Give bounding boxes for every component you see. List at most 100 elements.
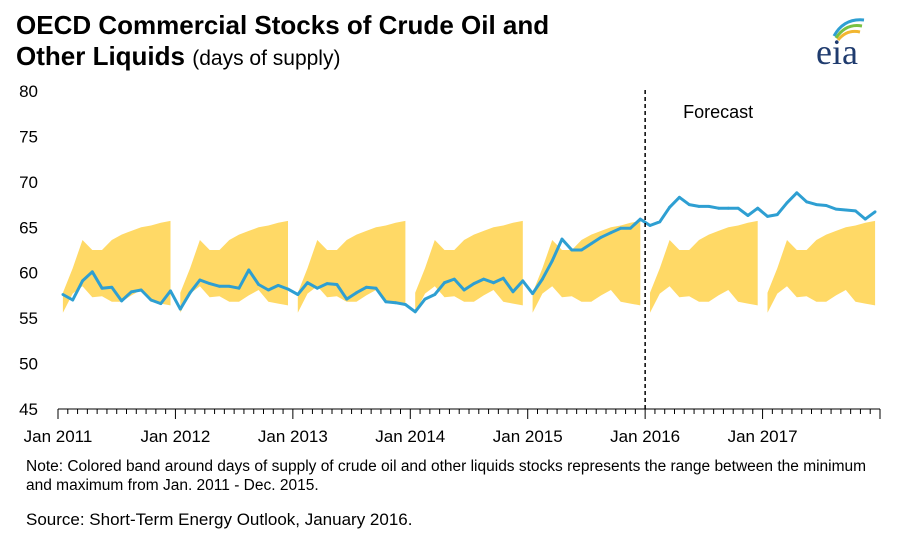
data-point [746, 214, 750, 217]
data-point [364, 285, 368, 289]
data-point [452, 277, 456, 281]
data-point [756, 206, 760, 210]
x-tick-label: Jan 2013 [258, 427, 328, 446]
chart-title-line-2: Other Liquids (days of supply) [16, 41, 736, 74]
data-point [384, 300, 388, 304]
data-point [345, 297, 349, 301]
data-point [315, 286, 319, 290]
data-point [423, 297, 427, 301]
data-point [198, 278, 202, 282]
x-tick-label: Jan 2016 [610, 427, 680, 446]
data-point [413, 310, 417, 314]
data-point [90, 270, 94, 274]
chart-note: Note: Colored band around days of supply… [26, 458, 867, 494]
data-point [834, 207, 838, 211]
logo-arc-yellow [836, 29, 861, 41]
data-point [873, 210, 877, 214]
data-point [619, 226, 623, 230]
logo-arc-green [834, 24, 863, 39]
data-point [120, 299, 123, 303]
y-tick-label: 70 [19, 173, 38, 192]
data-point [139, 288, 143, 292]
x-tick-label: Jan 2015 [493, 427, 563, 446]
data-point [580, 248, 583, 252]
data-point [306, 281, 309, 285]
data-point [325, 282, 329, 285]
data-point [697, 205, 701, 208]
data-point [687, 203, 691, 207]
data-point [169, 289, 172, 293]
data-point [188, 291, 192, 295]
data-point [609, 231, 613, 235]
data-point [335, 283, 339, 286]
data-point [492, 281, 495, 285]
y-tick-label: 75 [19, 127, 38, 146]
data-point [374, 286, 378, 290]
data-point [276, 284, 280, 287]
y-tick-label: 65 [19, 218, 38, 237]
data-point [482, 277, 486, 281]
data-point [159, 302, 163, 305]
range-band-year-6 [650, 220, 758, 313]
data-point [589, 242, 593, 246]
data-point [629, 226, 632, 230]
range-band-year-2 [180, 220, 288, 313]
data-point [717, 206, 720, 210]
y-tick-label: 60 [19, 264, 38, 283]
chart-title-unit: (days of supply) [192, 47, 341, 70]
range-band-year-1 [62, 220, 171, 313]
data-point [795, 191, 799, 195]
data-point [296, 293, 300, 296]
data-point [100, 286, 104, 290]
data-point [668, 205, 671, 209]
data-point [61, 293, 65, 296]
eia-sunrise-logo-icon: eia [816, 18, 865, 72]
chart-title-line-1: OECD Commercial Stocks of Crude Oil and [16, 10, 550, 40]
data-point [286, 287, 290, 291]
data-point [707, 205, 711, 208]
data-point [355, 291, 358, 295]
logo-text: eia [816, 32, 858, 72]
data-point [404, 303, 407, 306]
y-tick-label: 55 [19, 309, 38, 328]
data-point [785, 201, 789, 205]
data-point [815, 203, 818, 207]
x-tick-label: Jan 2011 [24, 427, 93, 446]
data-point [531, 292, 534, 295]
data-point [854, 209, 857, 213]
data-point [81, 279, 84, 283]
chart-title-bold: Other Liquids [16, 41, 185, 71]
data-point [247, 268, 251, 272]
data-point [178, 307, 182, 311]
range-band-year-3 [297, 220, 406, 313]
data-point [678, 195, 681, 199]
data-point [472, 282, 476, 285]
data-point [648, 224, 652, 227]
data-point [462, 288, 466, 292]
data-point [237, 286, 241, 290]
series-layer [61, 191, 877, 314]
data-point [726, 206, 730, 210]
data-point [805, 200, 808, 204]
data-point [550, 259, 554, 263]
range-band-year-7 [767, 220, 876, 313]
data-point [863, 217, 867, 221]
data-point [824, 204, 828, 207]
series-line-days-of-supply [62, 191, 876, 314]
data-point [267, 288, 270, 292]
data-point [208, 282, 212, 285]
data-point [227, 284, 231, 288]
range-band-year-5 [532, 220, 641, 313]
x-tick-label: Jan 2012 [140, 427, 210, 446]
data-point [149, 298, 153, 302]
logo-arc-blue [832, 18, 865, 37]
data-point [766, 215, 769, 218]
data-point [257, 283, 260, 286]
data-point [394, 301, 397, 305]
data-point [541, 277, 544, 281]
data-point [658, 220, 662, 224]
data-point [218, 284, 221, 288]
data-point [638, 217, 642, 221]
data-point [130, 290, 133, 294]
